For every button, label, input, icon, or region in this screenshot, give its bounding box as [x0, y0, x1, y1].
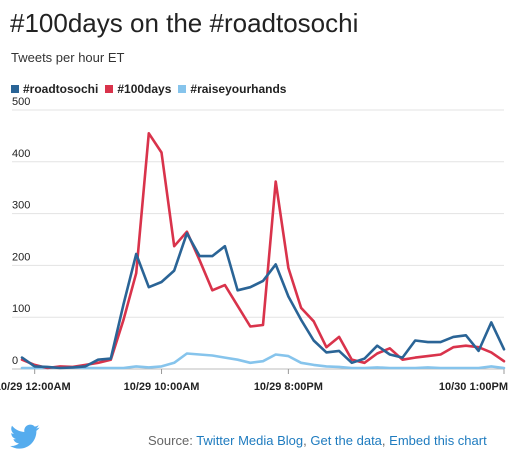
y-tick-label: 400 — [12, 148, 30, 160]
source-link[interactable]: Twitter Media Blog — [196, 433, 304, 448]
legend-item-raiseyourhands[interactable]: #raiseyourhands — [178, 82, 286, 96]
legend-label-roadtosochi: #roadtosochi — [23, 82, 99, 96]
x-tick-label: 10/29 8:00PM — [254, 381, 323, 393]
legend-swatch-raiseyourhands — [178, 85, 187, 93]
embed-chart-link[interactable]: Embed this chart — [389, 433, 487, 448]
legend-item-roadtosochi[interactable]: #roadtosochi — [11, 82, 98, 96]
series-line-raiseyourhands — [20, 352, 506, 370]
source-footer: Source: Twitter Media Blog, Get the data… — [148, 433, 487, 448]
series-line-100days — [20, 132, 506, 370]
twitter-bird-icon[interactable] — [10, 424, 40, 450]
legend-label-100days: #100days — [117, 82, 172, 96]
legend-swatch-100days — [105, 85, 114, 93]
legend: #roadtosochi #100days #raiseyourhands — [11, 82, 286, 96]
y-tick-label: 300 — [12, 200, 30, 212]
line-chart: 0 100 200 300 400 500 10/29 12:00AM 10/29 10:00… — [0, 96, 508, 393]
y-tick-label: 100 — [12, 303, 30, 315]
legend-label-raiseyourhands: #raiseyourhands — [190, 82, 287, 96]
y-tick-label: 200 — [12, 251, 30, 263]
series-line-roadtosochi — [20, 232, 506, 370]
source-prefix: Source: — [148, 433, 197, 448]
legend-swatch-roadtosochi — [11, 85, 19, 93]
footer-separator: , — [303, 433, 311, 448]
y-tick-label: 0 — [12, 355, 18, 367]
y-tick-label: 500 — [12, 96, 30, 108]
chart-subtitle: Tweets per hour ET — [11, 50, 125, 65]
x-tick-label: 10/29 10:00AM — [124, 381, 200, 393]
footer-separator: , — [381, 433, 390, 448]
legend-item-100days[interactable]: #100days — [105, 82, 171, 96]
x-tick-label: 10/29 12:00AM — [0, 381, 71, 393]
get-data-link[interactable]: Get the data — [310, 433, 382, 448]
chart-title: #100days on the #roadtosochi — [10, 8, 359, 38]
x-tick-label: 10/30 1:00PM — [439, 381, 508, 393]
